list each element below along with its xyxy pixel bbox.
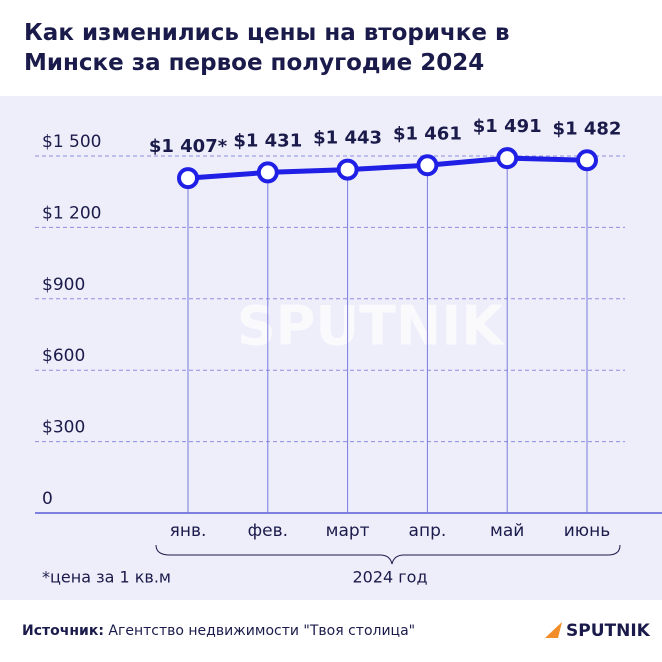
y-tick-label: $600 (42, 346, 85, 366)
source-text: Агентство недвижимости "Твоя столица" (108, 623, 415, 639)
source-label: Источник: (22, 623, 104, 639)
chart-title: Как изменились цены на вторичке в Минске… (24, 20, 510, 76)
point (416, 154, 439, 177)
y-tick-label: $300 (42, 418, 85, 438)
value-label: $1 407* (149, 136, 228, 157)
value-label: $1 482 (553, 118, 622, 139)
point (576, 149, 598, 172)
value-label: $1 431 (233, 130, 302, 151)
value-label: $1 491 (473, 116, 542, 137)
value-label: $1 443 (313, 128, 382, 149)
point (256, 161, 279, 184)
axis-brace (155, 544, 621, 565)
value-label: $1 461 (393, 123, 462, 144)
x-tick-label: июнь (564, 521, 611, 541)
x-tick-label: март (326, 521, 370, 541)
point (336, 158, 359, 181)
logo: SPUTNIK (566, 621, 651, 641)
footnote: *цена за 1 кв.м (42, 568, 171, 587)
x-tick-label: фев. (248, 521, 288, 541)
watermark: SPUTNIK (237, 295, 505, 358)
panel (0, 96, 662, 600)
source: Источник: Агентство недвижимости "Твоя с… (22, 623, 415, 639)
logo-icon (545, 622, 562, 638)
x-axis-label: 2024 год (352, 568, 427, 587)
y-tick-label: 0 (42, 489, 53, 509)
x-tick-label: апр. (409, 521, 447, 541)
x-tick-label: янв. (170, 521, 207, 541)
point (496, 147, 519, 170)
y-tick-label: $900 (42, 275, 85, 295)
point (177, 167, 199, 190)
y-tick-label: $1 500 (42, 132, 101, 152)
series-line (187, 155, 588, 181)
x-tick-label: май (490, 521, 524, 541)
y-tick-label: $1 200 (42, 203, 101, 223)
